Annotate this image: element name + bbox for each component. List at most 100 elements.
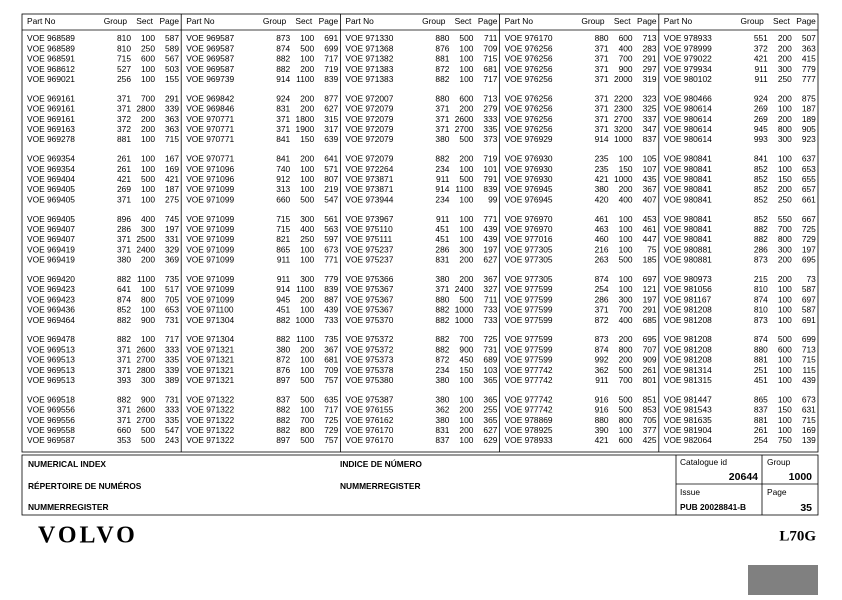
table-cell: 189 bbox=[802, 114, 816, 124]
table-cell: 715 bbox=[276, 224, 290, 234]
table-cell: 115 bbox=[802, 365, 816, 375]
table-cell: 200 bbox=[778, 255, 792, 265]
table-cell: 715 bbox=[483, 54, 497, 64]
table-cell: 852 bbox=[754, 184, 768, 194]
table-cell: 874 bbox=[754, 294, 768, 304]
table-cell: 200 bbox=[619, 334, 633, 344]
table-cell: VOE 976945 bbox=[505, 184, 553, 194]
table-cell: 924 bbox=[276, 93, 290, 103]
table-cell: 587 bbox=[802, 284, 816, 294]
table-cell: VOE 980614 bbox=[664, 104, 712, 114]
field-value: 35 bbox=[800, 502, 812, 514]
table-cell: 872 bbox=[435, 64, 449, 74]
table-cell: 371 bbox=[595, 74, 609, 84]
table-cell: 263 bbox=[595, 255, 609, 265]
table-cell: 841 bbox=[754, 154, 768, 164]
footer-title: INDICE DE NÚMERO bbox=[340, 458, 422, 469]
table-cell: VOE 976970 bbox=[505, 224, 553, 234]
table-cell: VOE 969587 bbox=[27, 435, 75, 445]
table-cell: VOE 976945 bbox=[505, 194, 553, 204]
table-cell: 881 bbox=[754, 415, 768, 425]
table-cell: VOE 969587 bbox=[186, 54, 234, 64]
table-cell: VOE 972079 bbox=[345, 124, 393, 134]
table-cell: VOE 981208 bbox=[664, 344, 712, 354]
table-cell: VOE 981447 bbox=[664, 394, 712, 404]
table-cell: 881 bbox=[754, 355, 768, 365]
table-cell: 100 bbox=[300, 174, 314, 184]
field-label: Group bbox=[767, 457, 791, 467]
table-cell: VOE 980614 bbox=[664, 124, 712, 134]
table-cell: 380 bbox=[435, 274, 449, 284]
table-cell: 882 bbox=[754, 234, 768, 244]
table-cell: 673 bbox=[324, 244, 338, 254]
table-cell: 421 bbox=[165, 174, 179, 184]
table-cell: 100 bbox=[778, 164, 792, 174]
column-header: Group bbox=[422, 16, 446, 26]
table-cell: 200 bbox=[459, 104, 473, 114]
column-header: Part No bbox=[186, 16, 215, 26]
table-cell: VOE 969405 bbox=[27, 194, 75, 204]
table-cell: 335 bbox=[483, 124, 497, 134]
table-cell: 337 bbox=[643, 114, 657, 124]
table-cell: 503 bbox=[165, 64, 179, 74]
table-cell: VOE 973871 bbox=[345, 184, 393, 194]
table-cell: 2500 bbox=[136, 234, 155, 244]
field-label: Catalogue id bbox=[680, 457, 727, 467]
table-cell: 200 bbox=[459, 405, 473, 415]
table-cell: 100 bbox=[459, 164, 473, 174]
table-cell: VOE 971383 bbox=[345, 64, 393, 74]
table-cell: VOE 981208 bbox=[664, 305, 712, 315]
table-cell: 872 bbox=[595, 315, 609, 325]
table-border bbox=[21, 13, 819, 453]
table-cell: 200 bbox=[141, 124, 155, 134]
table-cell: VOE 977305 bbox=[505, 244, 553, 254]
table-cell: 329 bbox=[165, 244, 179, 254]
table-cell: 810 bbox=[754, 305, 768, 315]
table-cell: 733 bbox=[483, 315, 497, 325]
table-cell: 852 bbox=[754, 194, 768, 204]
table-cell: 697 bbox=[802, 294, 816, 304]
table-cell: 197 bbox=[643, 294, 657, 304]
table-cell: 400 bbox=[619, 315, 633, 325]
table-cell: 363 bbox=[165, 124, 179, 134]
table-cell: 451 bbox=[435, 234, 449, 244]
table-cell: VOE 981543 bbox=[664, 405, 712, 415]
table-cell: 325 bbox=[643, 104, 657, 114]
table-cell: 779 bbox=[802, 64, 816, 74]
table-cell: 550 bbox=[778, 214, 792, 224]
table-cell: 100 bbox=[459, 415, 473, 425]
table-cell: 256 bbox=[117, 74, 131, 84]
table-cell: 914 bbox=[276, 74, 290, 84]
table-cell: 435 bbox=[643, 174, 657, 184]
table-cell: VOE 981314 bbox=[664, 365, 712, 375]
table-cell: 1800 bbox=[296, 114, 315, 124]
table-cell: VOE 969464 bbox=[27, 315, 75, 325]
column-header: Group bbox=[581, 16, 605, 26]
table-cell: 460 bbox=[595, 234, 609, 244]
table-cell: 139 bbox=[802, 435, 816, 445]
table-cell: 905 bbox=[802, 124, 816, 134]
footer-title: NUMMERREGISTER bbox=[28, 502, 109, 512]
table-cell: VOE 971096 bbox=[186, 174, 234, 184]
table-cell: VOE 977599 bbox=[505, 315, 553, 325]
table-cell: 852 bbox=[117, 305, 131, 315]
table-cell: 657 bbox=[802, 184, 816, 194]
table-cell: 400 bbox=[300, 224, 314, 234]
table-cell: 421 bbox=[595, 435, 609, 445]
table-cell: VOE 977599 bbox=[505, 344, 553, 354]
table-cell: 407 bbox=[643, 194, 657, 204]
table-cell: 713 bbox=[802, 344, 816, 354]
table-cell: VOE 971099 bbox=[186, 255, 234, 265]
column-header: Group bbox=[104, 16, 128, 26]
column-header: Sect bbox=[136, 16, 153, 26]
table-cell: 100 bbox=[619, 244, 633, 254]
table-cell: VOE 968589 bbox=[27, 43, 75, 53]
table-cell: 851 bbox=[643, 394, 657, 404]
table-cell: VOE 969478 bbox=[27, 334, 75, 344]
table-cell: 100 bbox=[141, 33, 155, 43]
table-cell: VOE 971321 bbox=[186, 375, 234, 385]
table-cell: VOE 977599 bbox=[505, 305, 553, 315]
table-cell: 150 bbox=[778, 174, 792, 184]
table-cell: 367 bbox=[483, 274, 497, 284]
table-cell: VOE 976162 bbox=[345, 415, 393, 425]
